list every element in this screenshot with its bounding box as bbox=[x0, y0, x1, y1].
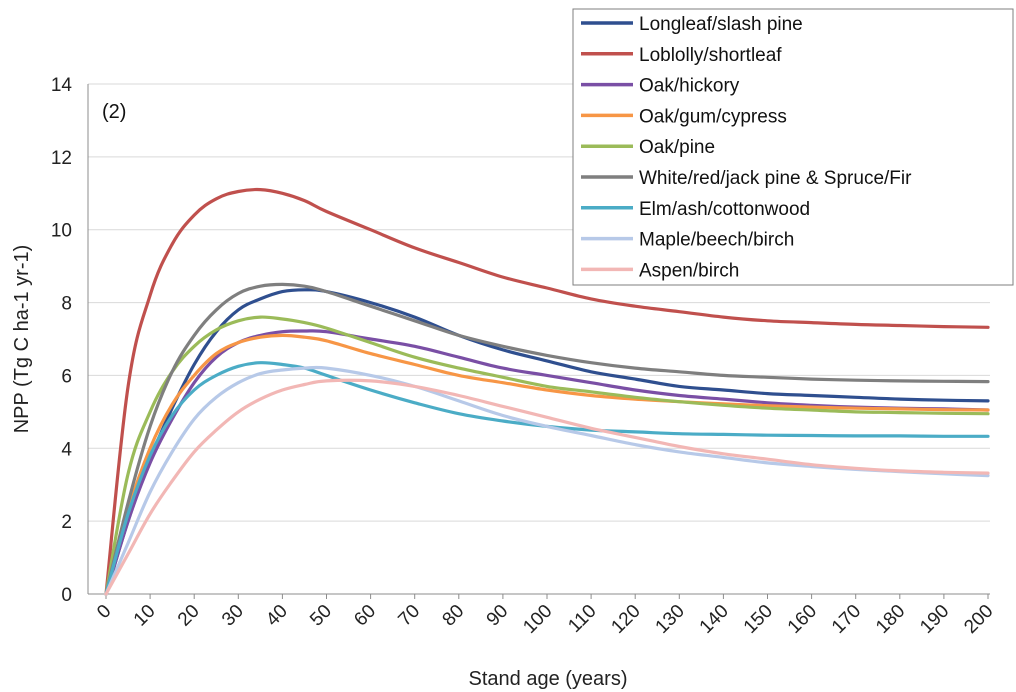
x-tick-label: 20 bbox=[174, 601, 204, 631]
legend-label: Aspen/birch bbox=[639, 260, 739, 281]
y-tick-label: 0 bbox=[61, 585, 72, 606]
legend-label: Maple/beech/birch bbox=[639, 230, 794, 251]
y-axis-title: NPP (Tg C ha-1 yr-1) bbox=[11, 245, 33, 434]
x-tick-label: 10 bbox=[130, 601, 160, 631]
x-tick-label: 120 bbox=[607, 601, 644, 638]
legend-label: White/red/jack pine & Spruce/Fir bbox=[639, 168, 912, 189]
x-tick-label: 160 bbox=[784, 601, 821, 638]
x-tick-label: 180 bbox=[872, 601, 909, 638]
legend-label: Oak/pine bbox=[639, 137, 715, 158]
panel-label: (2) bbox=[102, 101, 126, 123]
y-tick-label: 6 bbox=[61, 366, 72, 387]
y-tick-label: 10 bbox=[51, 221, 72, 242]
legend-box bbox=[572, 8, 1014, 286]
y-tick-label: 14 bbox=[51, 75, 73, 96]
x-tick-label: 70 bbox=[394, 601, 424, 631]
y-tick-label: 8 bbox=[61, 294, 72, 315]
series-line-4 bbox=[104, 333, 990, 596]
x-tick-label: 170 bbox=[828, 601, 865, 638]
x-axis-title: Stand age (years) bbox=[469, 668, 628, 690]
y-tick-label: 4 bbox=[61, 439, 72, 460]
x-tick-label: 80 bbox=[439, 601, 469, 631]
x-tick-label: 100 bbox=[519, 601, 556, 638]
x-tick-label: 150 bbox=[740, 601, 777, 638]
x-tick-label: 110 bbox=[564, 601, 600, 637]
series-line-8 bbox=[104, 365, 990, 596]
legend-label: Longleaf/slash pine bbox=[639, 14, 803, 35]
series-line-3 bbox=[104, 329, 990, 596]
legend-label: Oak/gum/cypress bbox=[639, 106, 787, 127]
legend: Longleaf/slash pine Loblolly/shortleaf Oak… bbox=[572, 8, 1014, 286]
y-tick-label: 12 bbox=[51, 148, 72, 169]
series-line-5 bbox=[104, 315, 990, 596]
series-line-2 bbox=[104, 187, 990, 596]
x-tick-label: 30 bbox=[218, 601, 248, 631]
series-layer bbox=[104, 187, 990, 596]
y-tick-label: 2 bbox=[61, 512, 72, 533]
legend-label: Elm/ash/cottonwood bbox=[639, 199, 810, 220]
series-line-1 bbox=[104, 288, 990, 596]
x-tick-label: 40 bbox=[262, 601, 292, 631]
legend-label: Loblolly/shortleaf bbox=[639, 45, 782, 66]
series-line-7 bbox=[104, 361, 990, 596]
x-tick-label: 50 bbox=[306, 601, 336, 631]
x-tick-label: 90 bbox=[483, 601, 513, 631]
x-tick-label: 60 bbox=[350, 601, 380, 631]
x-tick-label: 0 bbox=[93, 601, 115, 623]
x-tick-label: 200 bbox=[960, 601, 997, 638]
x-tick-label: 190 bbox=[916, 601, 953, 638]
series-line-9 bbox=[104, 378, 990, 596]
x-tick-label: 140 bbox=[696, 601, 733, 638]
grid-layer bbox=[88, 83, 990, 595]
x-tick-label: 130 bbox=[652, 601, 689, 638]
legend-label: Oak/hickory bbox=[639, 76, 740, 97]
series-line-6 bbox=[104, 282, 990, 596]
